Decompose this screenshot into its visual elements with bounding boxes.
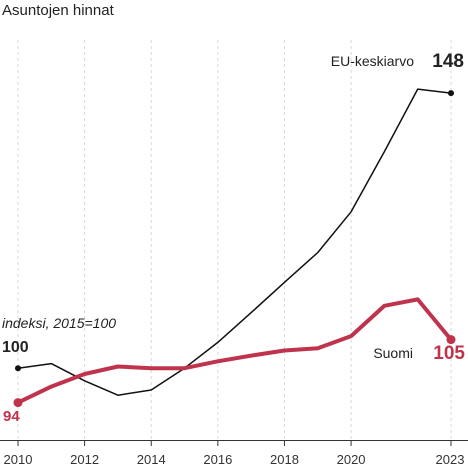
fi-series-name: Suomi bbox=[373, 345, 413, 361]
x-tick-label-2023: 2023 bbox=[436, 452, 465, 467]
eu-start-label: 100 bbox=[2, 339, 29, 356]
index-note: indeksi, 2015=100 bbox=[2, 315, 116, 331]
grid-lines bbox=[17, 40, 452, 440]
series-point-suomi-2010 bbox=[13, 398, 23, 408]
x-tick-label-2010: 2010 bbox=[4, 452, 33, 467]
eu-series-name: EU-keskiarvo bbox=[331, 53, 414, 69]
x-tick-label-2016: 2016 bbox=[203, 452, 232, 467]
series-point-suomi-2023 bbox=[446, 335, 456, 345]
x-tick-label-2014: 2014 bbox=[137, 452, 166, 467]
fi-end-value: 105 bbox=[433, 343, 465, 364]
x-tick-label-2020: 2020 bbox=[337, 452, 366, 467]
series-line-eu bbox=[17, 88, 452, 396]
x-tick-label-2018: 2018 bbox=[270, 452, 299, 467]
eu-end-value: 148 bbox=[432, 51, 464, 72]
series-point-eu-2010 bbox=[15, 365, 21, 372]
series-layer bbox=[13, 88, 456, 408]
series-point-eu-2023 bbox=[448, 90, 454, 97]
fi-start-label: 94 bbox=[3, 408, 20, 425]
x-tick-label-2012: 2012 bbox=[70, 452, 99, 467]
series-line-suomi bbox=[16, 297, 453, 405]
x-axis-ticks: 2010 2012 2014 2016 2018 2020 2023 bbox=[4, 440, 465, 467]
chart-title: Asuntojen hinnat bbox=[2, 2, 115, 19]
